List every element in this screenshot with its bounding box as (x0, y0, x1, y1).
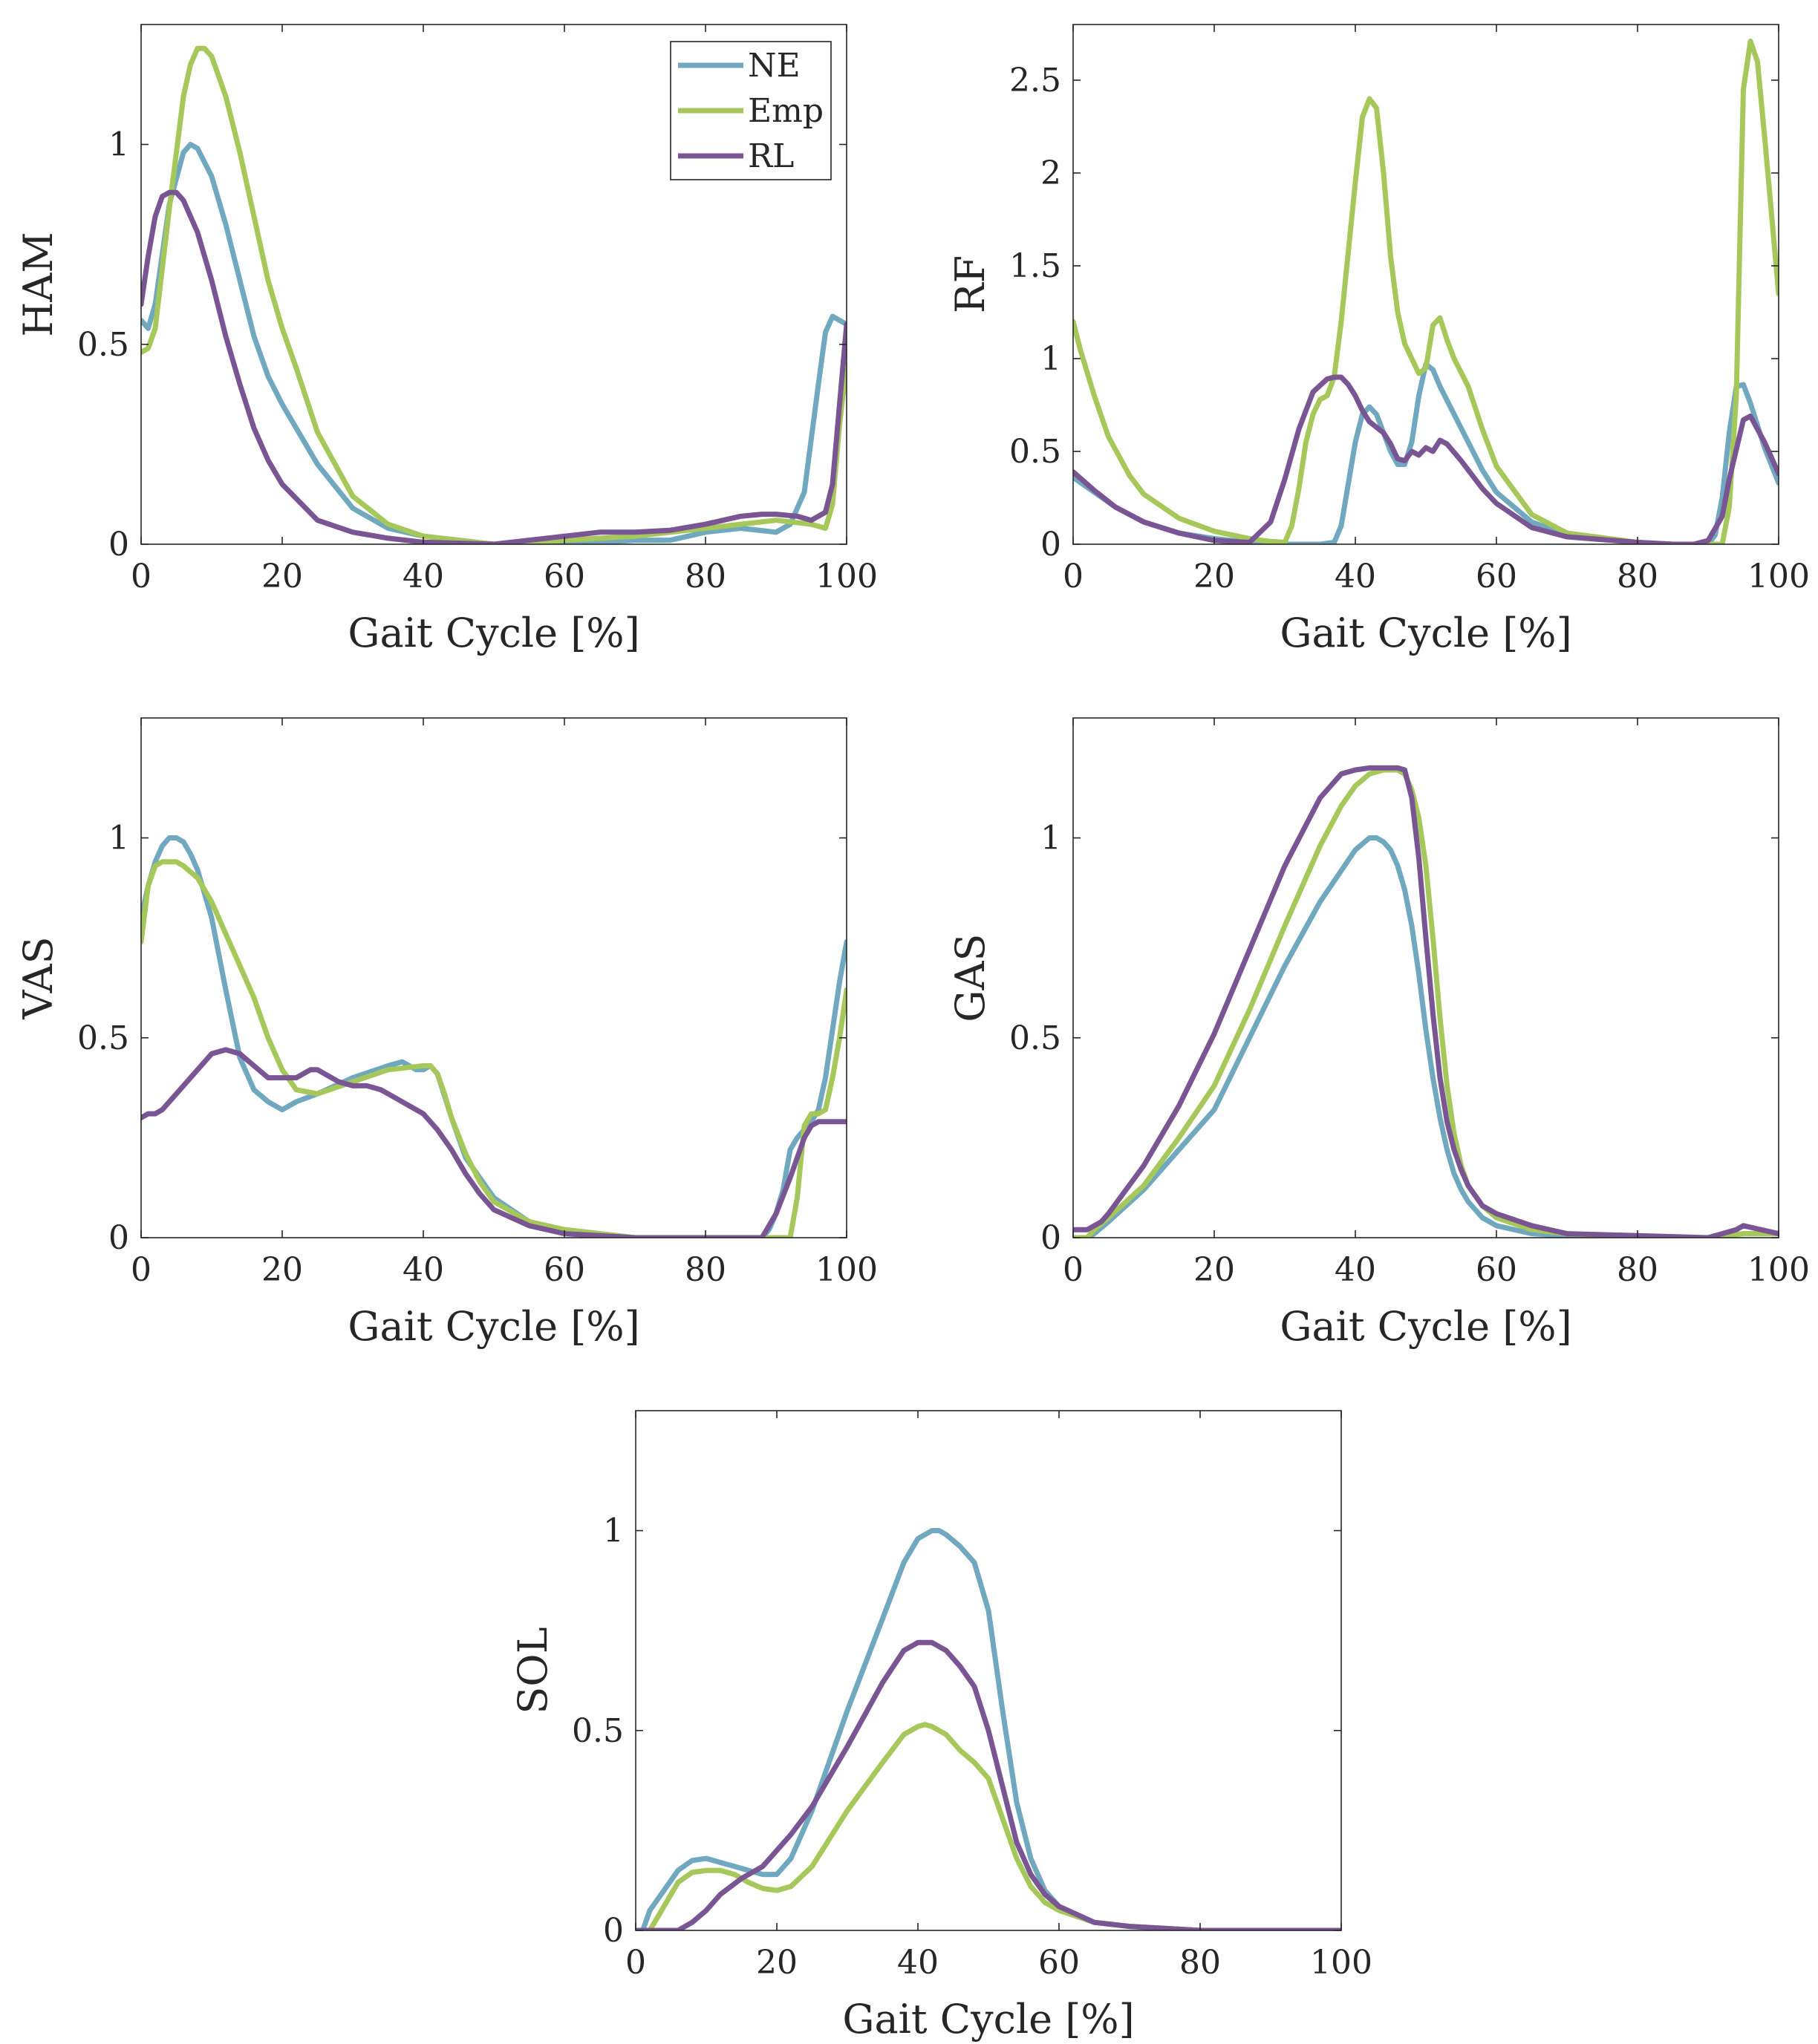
y-tick-label: 0.5 (572, 1712, 624, 1750)
y-tick-label: 1.5 (1009, 247, 1061, 285)
x-tick-label: 40 (1335, 1251, 1376, 1289)
series-line-rl (1073, 374, 1779, 544)
y-tick-label: 1 (108, 126, 129, 164)
x-tick-label: 0 (625, 1944, 646, 1982)
panel-vas: 0 20 40 60 80 100 0 0.5 1 Gait Cycle [%] VAS (15, 717, 878, 1350)
y-axis-label: SOL (509, 1627, 556, 1714)
panel-gas: 0 20 40 60 80 100 0 0.5 1 Gait Cycle [%] GAS (947, 717, 1810, 1350)
x-tick-label: 100 (1310, 1944, 1372, 1982)
legend-label-emp: Emp (748, 92, 824, 130)
axes-box (1072, 24, 1779, 545)
y-tick-label: 1 (1040, 340, 1061, 378)
x-tick-label: 100 (1747, 558, 1810, 595)
x-tick-label: 80 (685, 558, 726, 595)
y-tick-label: 0.5 (1009, 1019, 1061, 1057)
x-axis-label: Gait Cycle [%] (1280, 610, 1571, 656)
series-line-emp (141, 45, 847, 544)
series-line-emp (141, 859, 847, 1238)
y-tick-label: 0 (1040, 1219, 1061, 1257)
x-axis-label: Gait Cycle [%] (348, 1303, 639, 1350)
x-tick-label: 40 (897, 1944, 939, 1982)
x-tick-label: 20 (1193, 1251, 1235, 1289)
panel-ham: 0 20 40 60 80 100 0 0.5 1 Gait Cycle [%] HAM NE Emp R… (15, 24, 878, 656)
y-tick-label: 1 (603, 1512, 624, 1550)
panel-rf: 0 20 40 60 80 100 0 0.5 1 1.5 2 2.5 Gait Cycle [%] RF (947, 24, 1810, 656)
legend-label-rl: RL (748, 137, 794, 175)
series-line-emp (636, 1722, 1341, 1930)
x-tick-label: 100 (815, 558, 878, 595)
x-tick-label: 80 (1179, 1944, 1221, 1982)
x-tick-label: 60 (1476, 1251, 1517, 1289)
y-tick-label: 0 (1040, 526, 1061, 564)
y-tick-label: 2.5 (1009, 62, 1061, 99)
series-group (141, 835, 847, 1238)
panel-sol: 0 20 40 60 80 100 0 0.5 1 Gait Cycle [%] SOL (509, 1410, 1372, 2043)
x-tick-label: 0 (1063, 1251, 1084, 1289)
y-axis-label: RF (947, 255, 994, 313)
y-tick-label: 0.5 (1009, 433, 1061, 471)
x-tick-label: 0 (131, 558, 152, 595)
series-line-rl (141, 1047, 847, 1238)
y-tick-label: 0.5 (77, 1019, 129, 1057)
x-tick-label: 20 (261, 1251, 303, 1289)
x-tick-label: 20 (756, 1944, 798, 1982)
series-line-rl (141, 189, 847, 544)
x-tick-label: 60 (1476, 558, 1517, 595)
x-tick-label: 40 (1335, 558, 1376, 595)
x-tick-label: 20 (1193, 558, 1235, 595)
y-tick-label: 0 (108, 526, 129, 564)
x-axis-label: Gait Cycle [%] (1280, 1303, 1571, 1350)
y-tick-label: 1 (1040, 820, 1061, 858)
series-line-ne (1073, 835, 1779, 1238)
y-tick-label: 0 (603, 1912, 624, 1950)
y-tick-label: 1 (108, 820, 129, 858)
x-tick-label: 80 (1617, 1251, 1658, 1289)
y-axis-label: HAM (15, 232, 62, 336)
axes-box (1072, 717, 1779, 1238)
x-axis-label: Gait Cycle [%] (842, 1996, 1134, 2043)
y-axis-label: GAS (947, 933, 994, 1022)
legend-label-ne: NE (748, 47, 801, 85)
x-tick-label: 40 (403, 1251, 444, 1289)
x-tick-label: 80 (1617, 558, 1658, 595)
y-axis-label: VAS (15, 936, 62, 1019)
x-axis-label: Gait Cycle [%] (348, 610, 639, 656)
x-tick-label: 20 (261, 558, 303, 595)
series-group (1073, 39, 1779, 544)
axes-box (140, 24, 847, 545)
x-tick-label: 0 (1063, 558, 1084, 595)
axes-box (140, 717, 847, 1238)
legend: NE Emp RL (670, 41, 832, 180)
x-tick-label: 100 (815, 1251, 878, 1289)
x-tick-label: 60 (1038, 1944, 1080, 1982)
series-group (636, 1528, 1341, 1930)
series-group (1073, 765, 1779, 1238)
x-tick-label: 60 (544, 1251, 585, 1289)
x-tick-label: 0 (131, 1251, 152, 1289)
x-tick-label: 60 (544, 558, 585, 595)
x-tick-label: 100 (1747, 1251, 1810, 1289)
series-line-rl (1073, 765, 1779, 1238)
y-tick-label: 0 (108, 1219, 129, 1257)
axes-box (635, 1410, 1342, 1931)
series-line-ne (141, 142, 847, 544)
series-line-rl (636, 1639, 1341, 1930)
y-tick-label: 0.5 (77, 326, 129, 364)
x-tick-label: 80 (685, 1251, 726, 1289)
x-tick-label: 40 (403, 558, 444, 595)
y-tick-label: 2 (1040, 154, 1061, 192)
series-group (141, 45, 847, 544)
